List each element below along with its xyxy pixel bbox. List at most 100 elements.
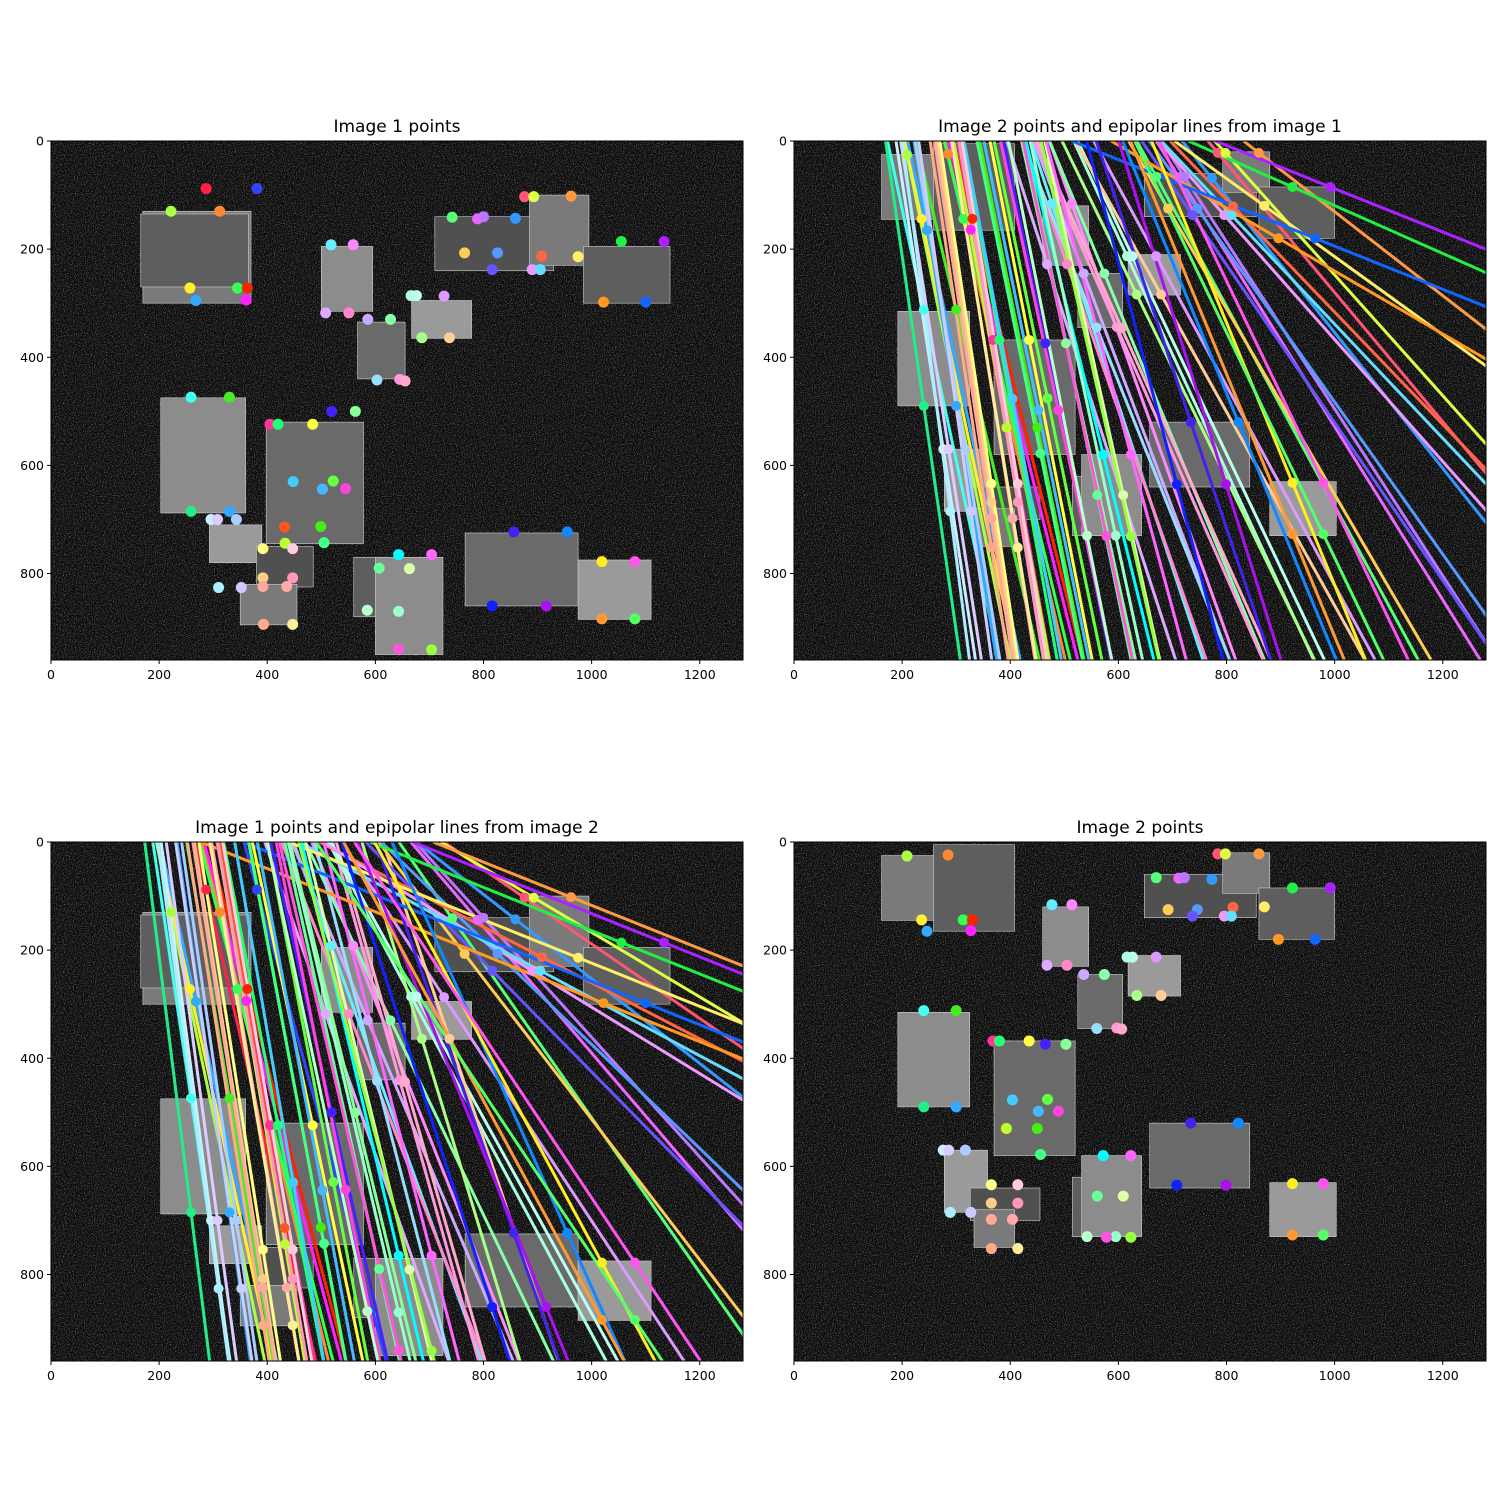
x-tick-label: 200 — [147, 667, 171, 682]
keypoint — [1039, 1038, 1051, 1050]
y-tick-label: 800 — [763, 1267, 787, 1282]
keypoint — [1125, 531, 1136, 542]
keypoint — [985, 1213, 997, 1225]
keypoint — [459, 247, 471, 259]
epipolar-line — [373, 842, 657, 1361]
keypoint — [264, 418, 276, 430]
epipolar-line — [982, 141, 1091, 660]
keypoint — [320, 1008, 331, 1019]
keypoint — [918, 1101, 930, 1113]
keypoint — [1151, 251, 1162, 262]
keypoint — [629, 613, 641, 625]
keypoint — [416, 1033, 427, 1044]
epipolar-line — [432, 842, 743, 968]
x-tick-label: 200 — [890, 667, 914, 682]
keypoint — [943, 148, 954, 159]
keypoint — [965, 925, 977, 937]
keypoint — [257, 618, 269, 630]
keypoint — [1101, 531, 1112, 542]
x-tick-label: 600 — [1106, 1368, 1130, 1383]
y-tick-label: 200 — [20, 943, 44, 958]
keypoint — [201, 884, 212, 895]
keypoint — [317, 1185, 328, 1196]
keypoint — [659, 937, 670, 948]
keypoint — [1024, 334, 1035, 345]
keypoint — [640, 296, 652, 308]
keypoint — [349, 405, 361, 417]
keypoint — [959, 1144, 971, 1156]
keypoint — [985, 1243, 997, 1255]
keypoint — [1098, 968, 1110, 980]
y-tick-label: 0 — [36, 134, 44, 149]
keypoint — [918, 400, 929, 411]
x-tick-label: 400 — [255, 667, 279, 682]
keypoint — [272, 418, 284, 430]
keypoint — [951, 304, 962, 315]
keypoint — [535, 965, 546, 976]
keypoint — [1117, 1190, 1129, 1202]
y-tick-label: 200 — [20, 242, 44, 257]
keypoint — [1125, 1231, 1137, 1243]
keypoint — [487, 1301, 498, 1312]
keypoint — [541, 1301, 552, 1312]
keypoint — [519, 892, 530, 903]
epipolar-line — [1024, 141, 1156, 660]
keypoint — [213, 582, 225, 594]
keypoint — [371, 374, 383, 386]
keypoint — [393, 549, 405, 561]
epipolar-line — [313, 842, 452, 1361]
photo-thumbnail — [321, 246, 373, 312]
keypoint — [443, 332, 455, 344]
keypoint — [629, 556, 641, 568]
photo-thumbnail — [1149, 1122, 1251, 1189]
keypoint — [393, 1307, 404, 1318]
photo-thumbnail — [1222, 852, 1271, 894]
epipolar-line — [286, 842, 412, 1361]
keypoint — [251, 183, 263, 195]
keypoint — [200, 183, 212, 195]
epipolar-line — [222, 842, 325, 1361]
keypoint — [640, 998, 651, 1009]
panel-title: Image 2 points and epipolar lines from i… — [938, 117, 1342, 137]
keypoint — [1118, 490, 1129, 501]
keypoint — [1151, 171, 1162, 182]
keypoint — [986, 497, 997, 508]
keypoint — [281, 580, 293, 592]
keypoint — [492, 247, 504, 259]
panel-title: Image 1 points — [333, 117, 460, 137]
keypoint — [965, 224, 976, 235]
y-tick-label: 600 — [20, 1159, 44, 1174]
epipolar-line — [988, 141, 1094, 660]
epipolar-line — [1188, 141, 1486, 275]
y-tick-label: 400 — [20, 350, 44, 365]
epipolar-line — [933, 141, 1015, 660]
y-tick-label: 200 — [763, 242, 787, 257]
keypoint — [343, 307, 355, 319]
keypoint — [1287, 477, 1298, 488]
keypoint — [264, 1120, 275, 1131]
keypoint — [328, 1177, 339, 1188]
epipolar-line — [442, 842, 743, 1051]
keypoint — [534, 264, 546, 276]
keypoint — [1150, 951, 1162, 963]
epipolar-line — [960, 141, 1049, 660]
keypoint — [1171, 1179, 1183, 1191]
keypoint — [214, 205, 226, 217]
epipolar-line — [1206, 141, 1486, 476]
keypoint — [316, 483, 328, 495]
keypoint — [1163, 203, 1174, 214]
keypoint — [1097, 1150, 1109, 1162]
keypoint — [444, 1033, 455, 1044]
keypoint — [596, 1257, 607, 1268]
x-tick-label: 800 — [472, 1368, 496, 1383]
keypoint — [526, 264, 538, 276]
keypoint — [214, 907, 225, 918]
keypoint — [185, 505, 197, 517]
keypoint — [1162, 904, 1174, 916]
keypoint — [596, 613, 608, 625]
x-tick-label: 800 — [1215, 667, 1239, 682]
panel-image1-epilines: 0 200 400 600 800 1000 1200 0 200 400 600 800 Image … — [20, 818, 744, 1383]
keypoint — [950, 1005, 962, 1017]
keypoint — [528, 191, 540, 203]
keypoint — [350, 1107, 361, 1118]
